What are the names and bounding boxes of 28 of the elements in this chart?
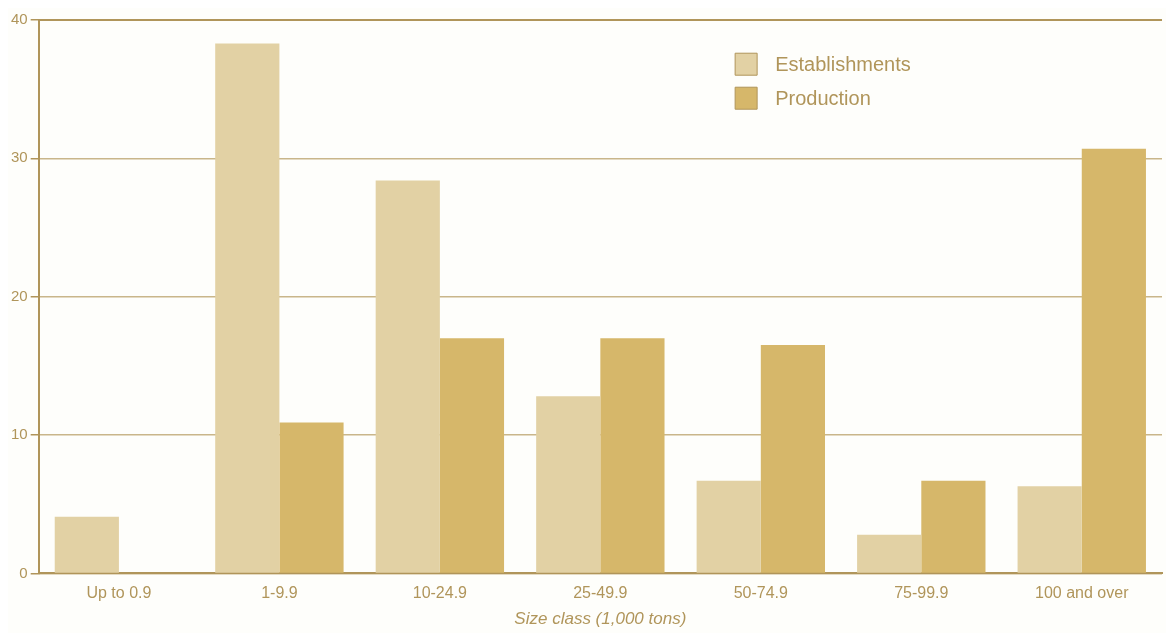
bar	[857, 534, 922, 573]
bar	[536, 396, 601, 573]
bar	[600, 338, 665, 573]
bar	[375, 180, 440, 573]
y-tick-label: 20	[11, 286, 28, 304]
y-tick-label: 40	[11, 10, 28, 28]
bar	[439, 338, 505, 573]
legend-label: Production	[775, 86, 871, 109]
y-tick-label: 10	[11, 425, 28, 443]
x-tick-label: 10-24.9	[412, 584, 468, 602]
x-tick-label: Up to 0.9	[86, 584, 152, 602]
x-tick-label: 1-9.9	[261, 584, 298, 602]
y-tick-label: 0	[19, 563, 28, 581]
bar	[921, 480, 986, 573]
bar	[279, 422, 344, 573]
bar	[215, 43, 280, 573]
x-tick-label: 100 and over	[1035, 584, 1130, 602]
bar	[1081, 148, 1146, 573]
legend-label: Establishments	[775, 52, 911, 75]
bar	[760, 345, 826, 573]
bar	[696, 480, 761, 573]
bar	[1017, 486, 1082, 573]
bar	[54, 516, 119, 573]
x-tick-label: 75-99.9	[894, 584, 949, 602]
x-tick-label: 50-74.9	[733, 584, 789, 602]
x-axis-title: Size class (1,000 tons)	[514, 608, 687, 628]
y-tick-label: 30	[11, 148, 28, 166]
x-tick-label: 25-49.9	[573, 584, 628, 602]
